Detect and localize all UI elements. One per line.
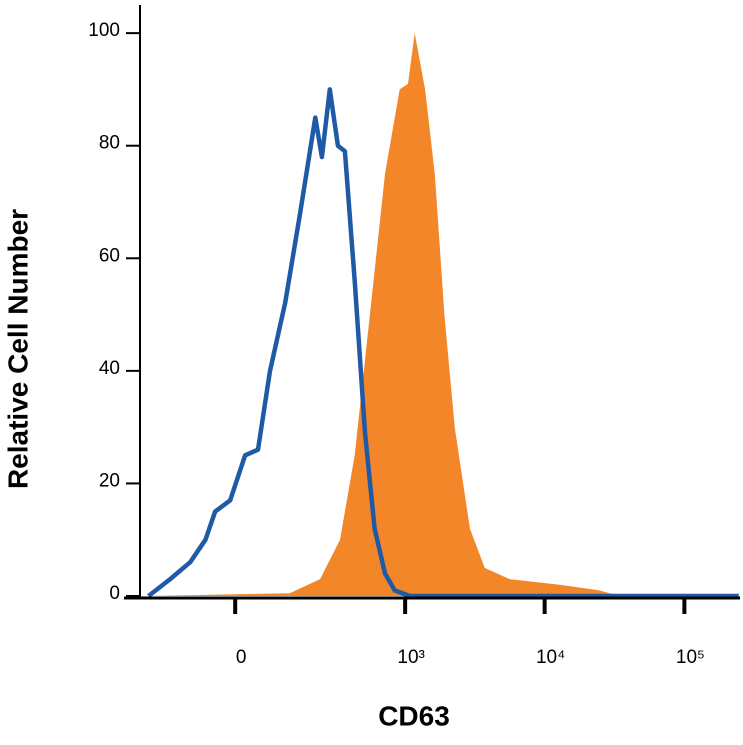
- x-tick-label: 0: [236, 647, 247, 668]
- y-tick-label: 80: [99, 133, 120, 154]
- y-tick-label: 40: [99, 358, 120, 379]
- area: [148, 33, 739, 597]
- y-axis-label: Relative Cell Number: [2, 209, 33, 489]
- x-tick-label: 10⁵: [676, 647, 705, 668]
- x-tick-label: 10³: [397, 647, 424, 668]
- y-tick-label: 60: [99, 245, 120, 266]
- y-tick-label: 100: [88, 20, 120, 41]
- line: [147, 87, 739, 599]
- y-tick-label: 0: [109, 583, 120, 604]
- x-axis-label: CD63: [378, 700, 450, 731]
- x-tick-label: 10⁴: [536, 647, 565, 668]
- y-tick-label: 20: [99, 470, 120, 491]
